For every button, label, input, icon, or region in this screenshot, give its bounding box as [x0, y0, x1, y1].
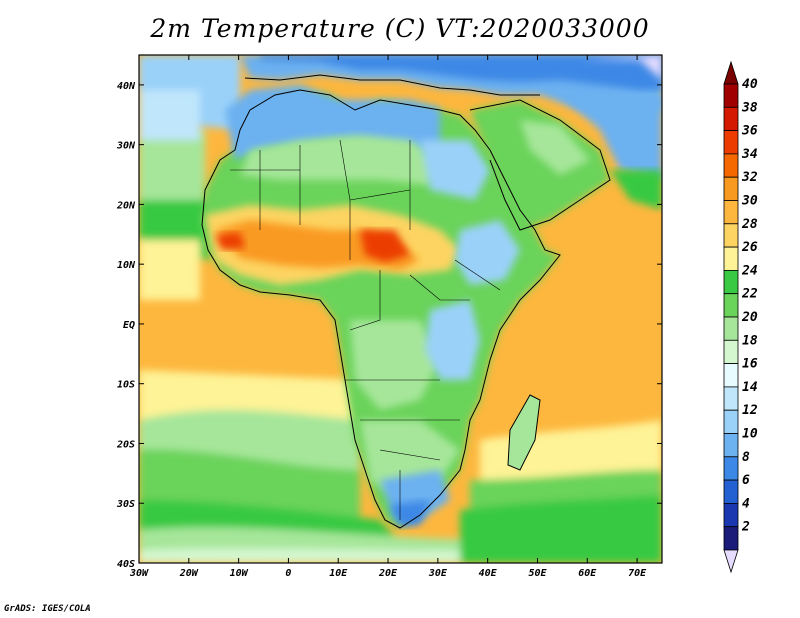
grads-credit: GrADS: IGES/COLA	[4, 604, 91, 614]
colorbar-label: 34	[741, 147, 758, 162]
colorbar-segment	[723, 176, 739, 201]
colorbar-label: 6	[742, 473, 750, 488]
coastlines	[201, 74, 611, 529]
longitude-ticks: 30W 20W 10W 0 10E 20E 30E 40E 50E 60E 70E	[129, 55, 647, 579]
colorbar-label: 18	[742, 333, 758, 348]
colorbar-label: 10	[742, 427, 758, 442]
colorbar-bottom-arrow	[723, 549, 739, 574]
colorbar-segment	[723, 130, 739, 155]
lat-tick-label: 40N	[117, 81, 136, 92]
colorbar-label: 2	[741, 520, 750, 535]
latitude-ticks: 40N 30N 20N 10N EQ 10S 20S 30S 40S	[116, 81, 662, 570]
temperature-field	[139, 55, 662, 563]
colorbar: 40 38 36 34 32 30 28 26 24 22 20 18 16 14 12 10 8 6 4 2	[723, 60, 758, 574]
colorbar-label: 40	[742, 77, 758, 92]
colorbar-label: 36	[741, 124, 758, 139]
colorbar-top-arrow	[723, 60, 739, 85]
colorbar-segment	[723, 223, 739, 248]
colorbar-segment	[723, 339, 739, 364]
lat-tick-label: EQ	[123, 320, 135, 331]
colorbar-segment	[723, 153, 739, 178]
colorbar-label: 32	[741, 170, 758, 185]
colorbar-label: 8	[742, 450, 750, 465]
colorbar-label: 14	[742, 380, 758, 395]
lon-tick-label: 0	[285, 568, 291, 579]
colorbar-segment	[723, 456, 739, 481]
colorbar-segment	[723, 83, 739, 108]
lon-tick-label: 50E	[528, 568, 547, 579]
lon-tick-label: 20W	[179, 568, 199, 579]
colorbar-segment	[723, 269, 739, 295]
colorbar-segment	[723, 409, 739, 434]
colorbar-segment	[723, 433, 739, 458]
colorbar-label: 26	[741, 240, 758, 255]
colorbar-segment	[723, 479, 739, 504]
colorbar-label: 16	[742, 357, 758, 372]
lat-tick-label: 10N	[117, 260, 136, 271]
lat-tick-label: 30N	[116, 141, 136, 152]
colorbar-label: 28	[741, 217, 758, 232]
lon-tick-label: 10W	[230, 568, 249, 579]
colorbar-label: 12	[742, 403, 758, 418]
colorbar-segment	[723, 502, 739, 528]
map-title: 2m Temperature (C) VT:2020033000	[150, 14, 650, 43]
lon-tick-label: 10E	[329, 568, 348, 579]
colorbar-label: 4	[742, 496, 750, 511]
madagascar	[508, 395, 540, 470]
lon-tick-label: 70E	[628, 568, 647, 579]
arabian-peninsula	[470, 100, 610, 230]
colorbar-label: 20	[741, 310, 758, 325]
colorbar-segment	[723, 106, 739, 132]
plot-frame	[138, 54, 663, 564]
lat-tick-label: 40S	[117, 559, 135, 570]
colorbar-segment	[723, 363, 739, 388]
lon-tick-label: 20E	[378, 568, 398, 579]
colorbar-segment	[723, 200, 739, 225]
colorbar-segment	[723, 246, 739, 271]
lon-tick-label: 60E	[578, 568, 597, 579]
colorbar-segment	[723, 386, 739, 411]
colorbar-label: 38	[741, 100, 758, 115]
country-borders	[230, 139, 501, 520]
colorbar-label: 24	[741, 263, 758, 278]
lat-tick-label: 20S	[116, 439, 135, 450]
lat-tick-label: 30S	[116, 499, 135, 510]
colorbar-label: 30	[741, 194, 758, 209]
lon-tick-label: 30W	[129, 568, 149, 579]
lat-tick-label: 20N	[116, 200, 136, 211]
colorbar-segment	[723, 526, 739, 551]
lon-tick-label: 30E	[428, 568, 448, 579]
colorbar-label: 22	[741, 287, 758, 302]
lon-tick-label: 40E	[479, 568, 498, 579]
lat-tick-label: 10S	[117, 380, 135, 391]
colorbar-segment	[723, 293, 739, 318]
colorbar-segment	[723, 316, 739, 341]
